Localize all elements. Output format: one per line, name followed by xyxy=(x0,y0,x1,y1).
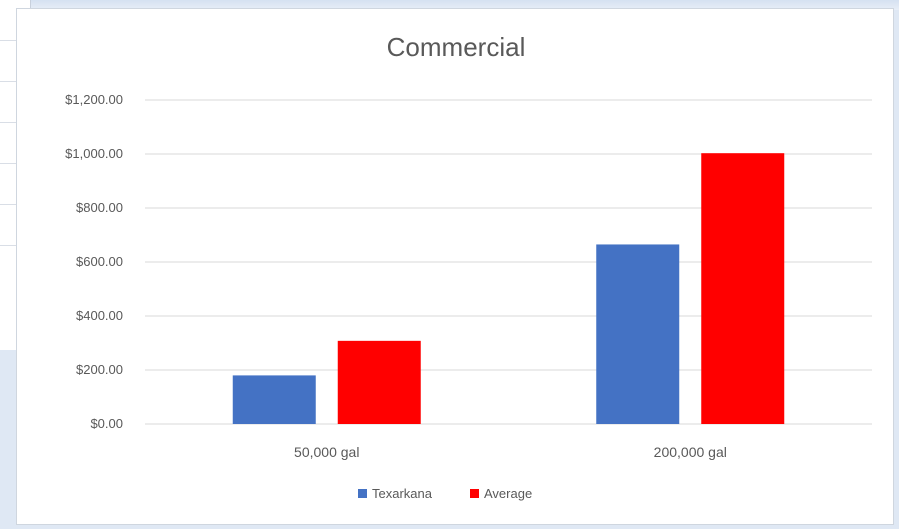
bars xyxy=(232,153,785,424)
sheet-row xyxy=(0,205,30,246)
x-axis-category-labels: 50,000 gal 200,000 gal xyxy=(294,444,727,460)
sheet-row xyxy=(0,164,30,205)
bar-texarkana-2[interactable] xyxy=(596,244,680,424)
bar-texarkana-1[interactable] xyxy=(232,375,316,424)
chart-area[interactable]: Commercial $0.00 $200.00 $400.00 $600.00 $80… xyxy=(16,8,894,525)
x-category-label: 50,000 gal xyxy=(294,444,359,460)
bar-average-2[interactable] xyxy=(701,153,785,424)
y-tick-label: $400.00 xyxy=(76,308,123,323)
legend-swatch-average xyxy=(470,489,479,498)
chart-title: Commercial xyxy=(387,32,526,62)
y-tick-label: $800.00 xyxy=(76,200,123,215)
sheet-row xyxy=(0,82,30,123)
window-background-band xyxy=(0,0,899,10)
y-tick-label: $1,200.00 xyxy=(65,92,123,107)
sheet-row xyxy=(0,123,30,164)
legend: Texarkana Average xyxy=(358,486,532,501)
y-tick-label: $0.00 xyxy=(90,416,123,431)
legend-label-average: Average xyxy=(484,486,532,501)
sheet-row xyxy=(0,0,30,41)
y-tick-label: $1,000.00 xyxy=(65,146,123,161)
bar-average-1[interactable] xyxy=(337,340,421,424)
x-category-label: 200,000 gal xyxy=(654,444,727,460)
chart-svg: Commercial $0.00 $200.00 $400.00 $600.00 $80… xyxy=(65,32,872,501)
legend-label-texarkana: Texarkana xyxy=(372,486,433,501)
y-tick-label: $200.00 xyxy=(76,362,123,377)
legend-swatch-texarkana xyxy=(358,489,367,498)
sheet-row xyxy=(0,41,30,82)
y-axis-tick-labels: $0.00 $200.00 $400.00 $600.00 $800.00 $1,000.… xyxy=(65,92,123,431)
y-tick-label: $600.00 xyxy=(76,254,123,269)
